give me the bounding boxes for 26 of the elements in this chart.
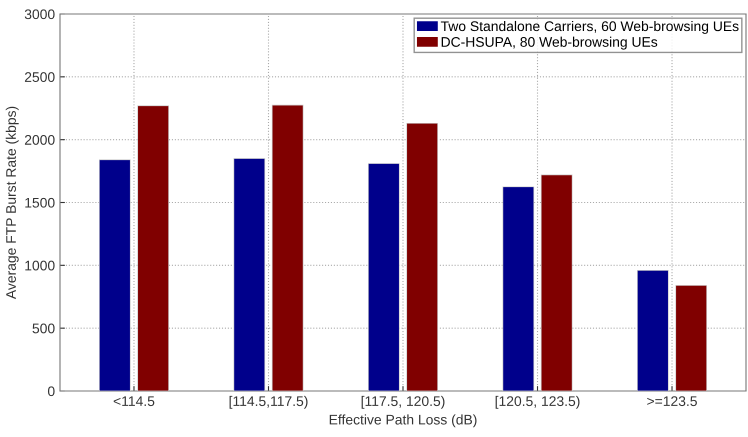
bar	[637, 270, 669, 391]
bar	[675, 285, 708, 391]
x-tick-label: [117.5, 120.5)	[362, 396, 444, 409]
y-tick-label: 2000	[24, 135, 55, 145]
y-tick-label: 500	[32, 324, 55, 334]
x-tick-label: <114.5	[114, 396, 154, 406]
bar	[406, 122, 438, 391]
y-tick-label: 3000	[24, 9, 55, 20]
x-tick-label: [114.5,117.5)	[230, 396, 308, 409]
y-axis-title: Average FTP Burst Rate (kbps)	[6, 106, 19, 300]
bar	[137, 105, 169, 391]
x-axis-title: Effective Path Loss (dB)	[330, 414, 477, 428]
bar	[98, 159, 131, 391]
y-tick-label: 1000	[25, 260, 55, 271]
y-tick-label: 0	[48, 386, 55, 396]
bar	[502, 186, 534, 391]
bar	[540, 174, 572, 391]
x-tick-label: [120.5, 123.5)	[496, 396, 580, 409]
x-tick-label: >=123.5	[647, 396, 697, 406]
bar	[272, 104, 304, 391]
bar	[368, 163, 400, 391]
legend-label: Two Standalone Carriers, 60 Web-browsing UEs	[440, 20, 739, 34]
legend-label: DC-HSUPA, 80 Web-browsing UEs	[442, 36, 658, 50]
y-tick-label: 1500	[25, 198, 55, 208]
bar	[234, 158, 266, 391]
y-tick-label: 2500	[24, 72, 55, 82]
